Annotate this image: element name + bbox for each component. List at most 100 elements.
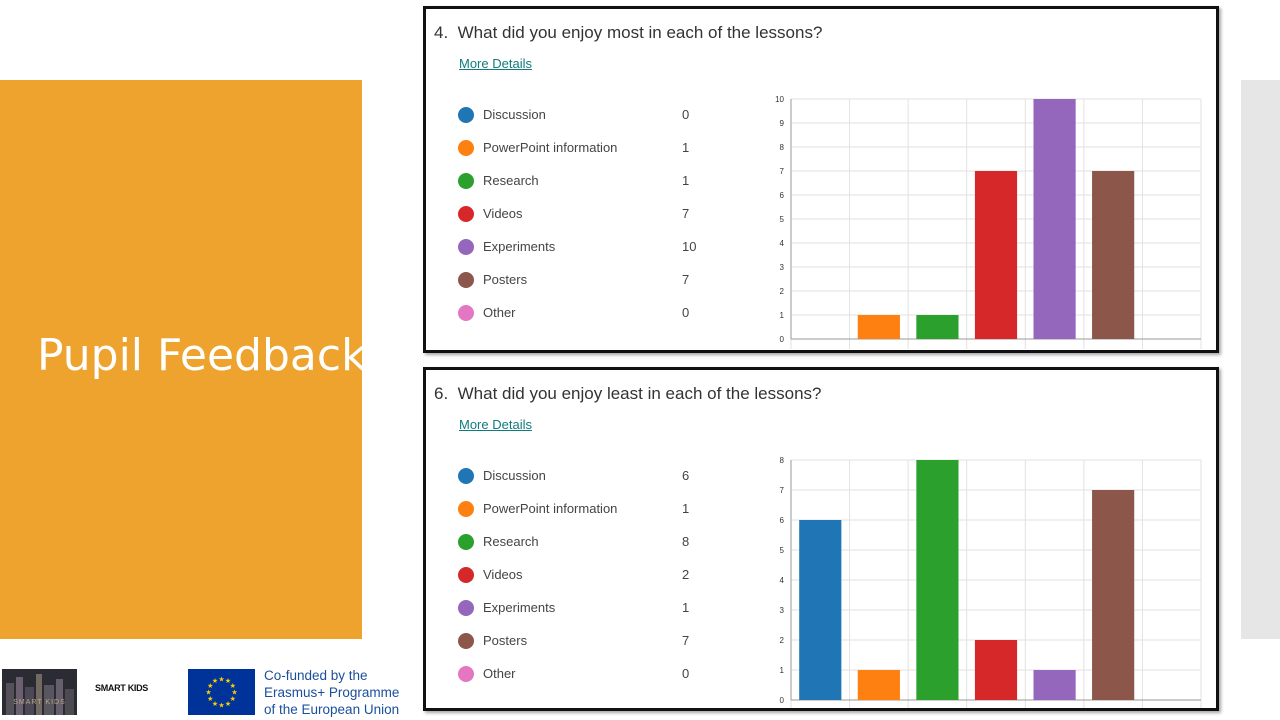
footer-logos: SMART KIDS SMART KIDS ★ ★ ★ ★ ★ ★ ★ ★ ★ ★ ★ ★ Co-fu… [0, 664, 420, 720]
y-tick-label: 0 [780, 696, 785, 705]
legend: Discussion 0 PowerPoint information 1 Re… [458, 107, 718, 338]
bar-experiments[interactable] [1033, 670, 1076, 700]
question-number: 4. [434, 23, 449, 42]
legend-dot [458, 239, 474, 255]
y-tick-label: 7 [780, 486, 785, 495]
y-tick-label: 1 [780, 311, 785, 320]
legend-count: 1 [682, 501, 690, 516]
legend-item: PowerPoint information 1 [458, 501, 718, 534]
star-icon: ★ [207, 695, 213, 703]
legend-dot [458, 567, 474, 583]
smart-kids-wordmark: SMART KIDS [95, 683, 148, 693]
legend-dot [458, 107, 474, 123]
legend-count: 0 [682, 666, 690, 681]
legend-item: Research 8 [458, 534, 718, 567]
bar-chart-most: 0 1 2 3 4 5 6 7 8 9 10 [775, 95, 1202, 349]
bar-research[interactable] [916, 315, 959, 339]
legend-item: Posters 7 [458, 633, 718, 666]
star-icon: ★ [212, 700, 218, 708]
logo-text: SMART KIDS [13, 699, 66, 706]
skyline-graphic [6, 674, 74, 715]
y-tick-label: 4 [780, 239, 785, 248]
bar-posters[interactable] [1092, 490, 1135, 700]
legend-label: Other [483, 305, 516, 320]
legend-label: Posters [483, 272, 528, 287]
legend-count: 2 [682, 567, 690, 582]
eu-line: of the European Union [264, 702, 400, 717]
star-icon: ★ [207, 682, 213, 690]
bar-powerpoint-information[interactable] [857, 670, 900, 700]
star-icon: ★ [230, 695, 236, 703]
y-tick-label: 2 [780, 287, 785, 296]
y-tick-label: 5 [780, 546, 785, 555]
legend-item: Other 0 [458, 305, 718, 338]
y-tick-label: 10 [775, 95, 784, 104]
legend-dot [458, 534, 474, 550]
legend-count: 10 [682, 239, 697, 254]
y-tick-label: 7 [780, 167, 785, 176]
more-details-link[interactable]: More Details [459, 417, 532, 432]
legend-label: Videos [483, 567, 523, 582]
bar-research[interactable] [916, 460, 959, 700]
legend-label: Experiments [483, 239, 556, 254]
legend-count: 6 [682, 468, 690, 483]
bar-powerpoint-information[interactable] [857, 315, 900, 339]
bar-videos[interactable] [974, 171, 1018, 339]
question-4-title: 4. What did you enjoy most in each of th… [434, 23, 822, 43]
legend-dot [458, 206, 474, 222]
legend-dot [458, 600, 474, 616]
legend-dot [458, 305, 474, 321]
legend-item: Videos 7 [458, 206, 718, 239]
legend-item: Experiments 1 [458, 600, 718, 633]
legend-count: 0 [682, 107, 690, 122]
legend-count: 0 [682, 305, 690, 320]
decorative-strip [1241, 80, 1280, 639]
legend-dot [458, 173, 474, 189]
y-tick-label: 6 [780, 191, 785, 200]
y-tick-label: 3 [780, 606, 785, 615]
star-icon: ★ [212, 677, 218, 685]
question-4-panel: 4. What did you enjoy most in each of th… [423, 6, 1219, 353]
legend-item: PowerPoint information 1 [458, 140, 718, 173]
y-tick-label: 4 [780, 576, 785, 585]
question-6-panel: 6. What did you enjoy least in each of t… [423, 367, 1219, 711]
star-icon: ★ [218, 702, 224, 710]
bar-experiments[interactable] [1033, 99, 1076, 339]
eu-flag-icon: ★ ★ ★ ★ ★ ★ ★ ★ ★ ★ ★ ★ [188, 669, 255, 715]
title-box [0, 80, 362, 639]
bar-chart-least: 0 1 2 3 4 5 6 7 8 [780, 456, 1202, 708]
question-number: 6. [434, 384, 449, 403]
y-tick-label: 5 [780, 215, 785, 224]
legend-item: Discussion 0 [458, 107, 718, 140]
y-tick-label: 8 [780, 143, 785, 152]
y-tick-label: 1 [780, 666, 785, 675]
eu-stars: ★ ★★★★★★★★★★★ [205, 676, 237, 710]
legend-item: Experiments 10 [458, 239, 718, 272]
more-details-link[interactable]: More Details [459, 56, 532, 71]
legend-label: Discussion [483, 107, 546, 122]
bar-discussion[interactable] [799, 520, 842, 700]
slide-title: Pupil Feedback [37, 330, 367, 381]
legend-label: Discussion [483, 468, 546, 483]
legend-count: 1 [682, 140, 690, 155]
legend-label: Other [483, 666, 516, 681]
legend-dot [458, 140, 474, 156]
legend-count: 8 [682, 534, 690, 549]
question-text: What did you enjoy most in each of the l… [457, 23, 823, 42]
legend-dot [458, 666, 474, 682]
bar-videos[interactable] [974, 640, 1018, 700]
bar-posters[interactable] [1092, 171, 1135, 339]
legend-label: Research [483, 534, 539, 549]
star-icon: ★ [225, 700, 231, 708]
legend-label: PowerPoint information [483, 140, 618, 155]
eu-line: Co-funded by the [264, 668, 368, 683]
star-icon: ★ [230, 682, 236, 690]
y-tick-label: 6 [780, 516, 785, 525]
star-icon: ★ [225, 677, 231, 685]
legend-dot [458, 468, 474, 484]
legend-label: Posters [483, 633, 528, 648]
star-icon: ★ [231, 689, 237, 697]
eu-line: Erasmus+ Programme [264, 685, 400, 700]
question-text: What did you enjoy least in each of the … [457, 384, 822, 403]
legend-count: 7 [682, 272, 690, 287]
